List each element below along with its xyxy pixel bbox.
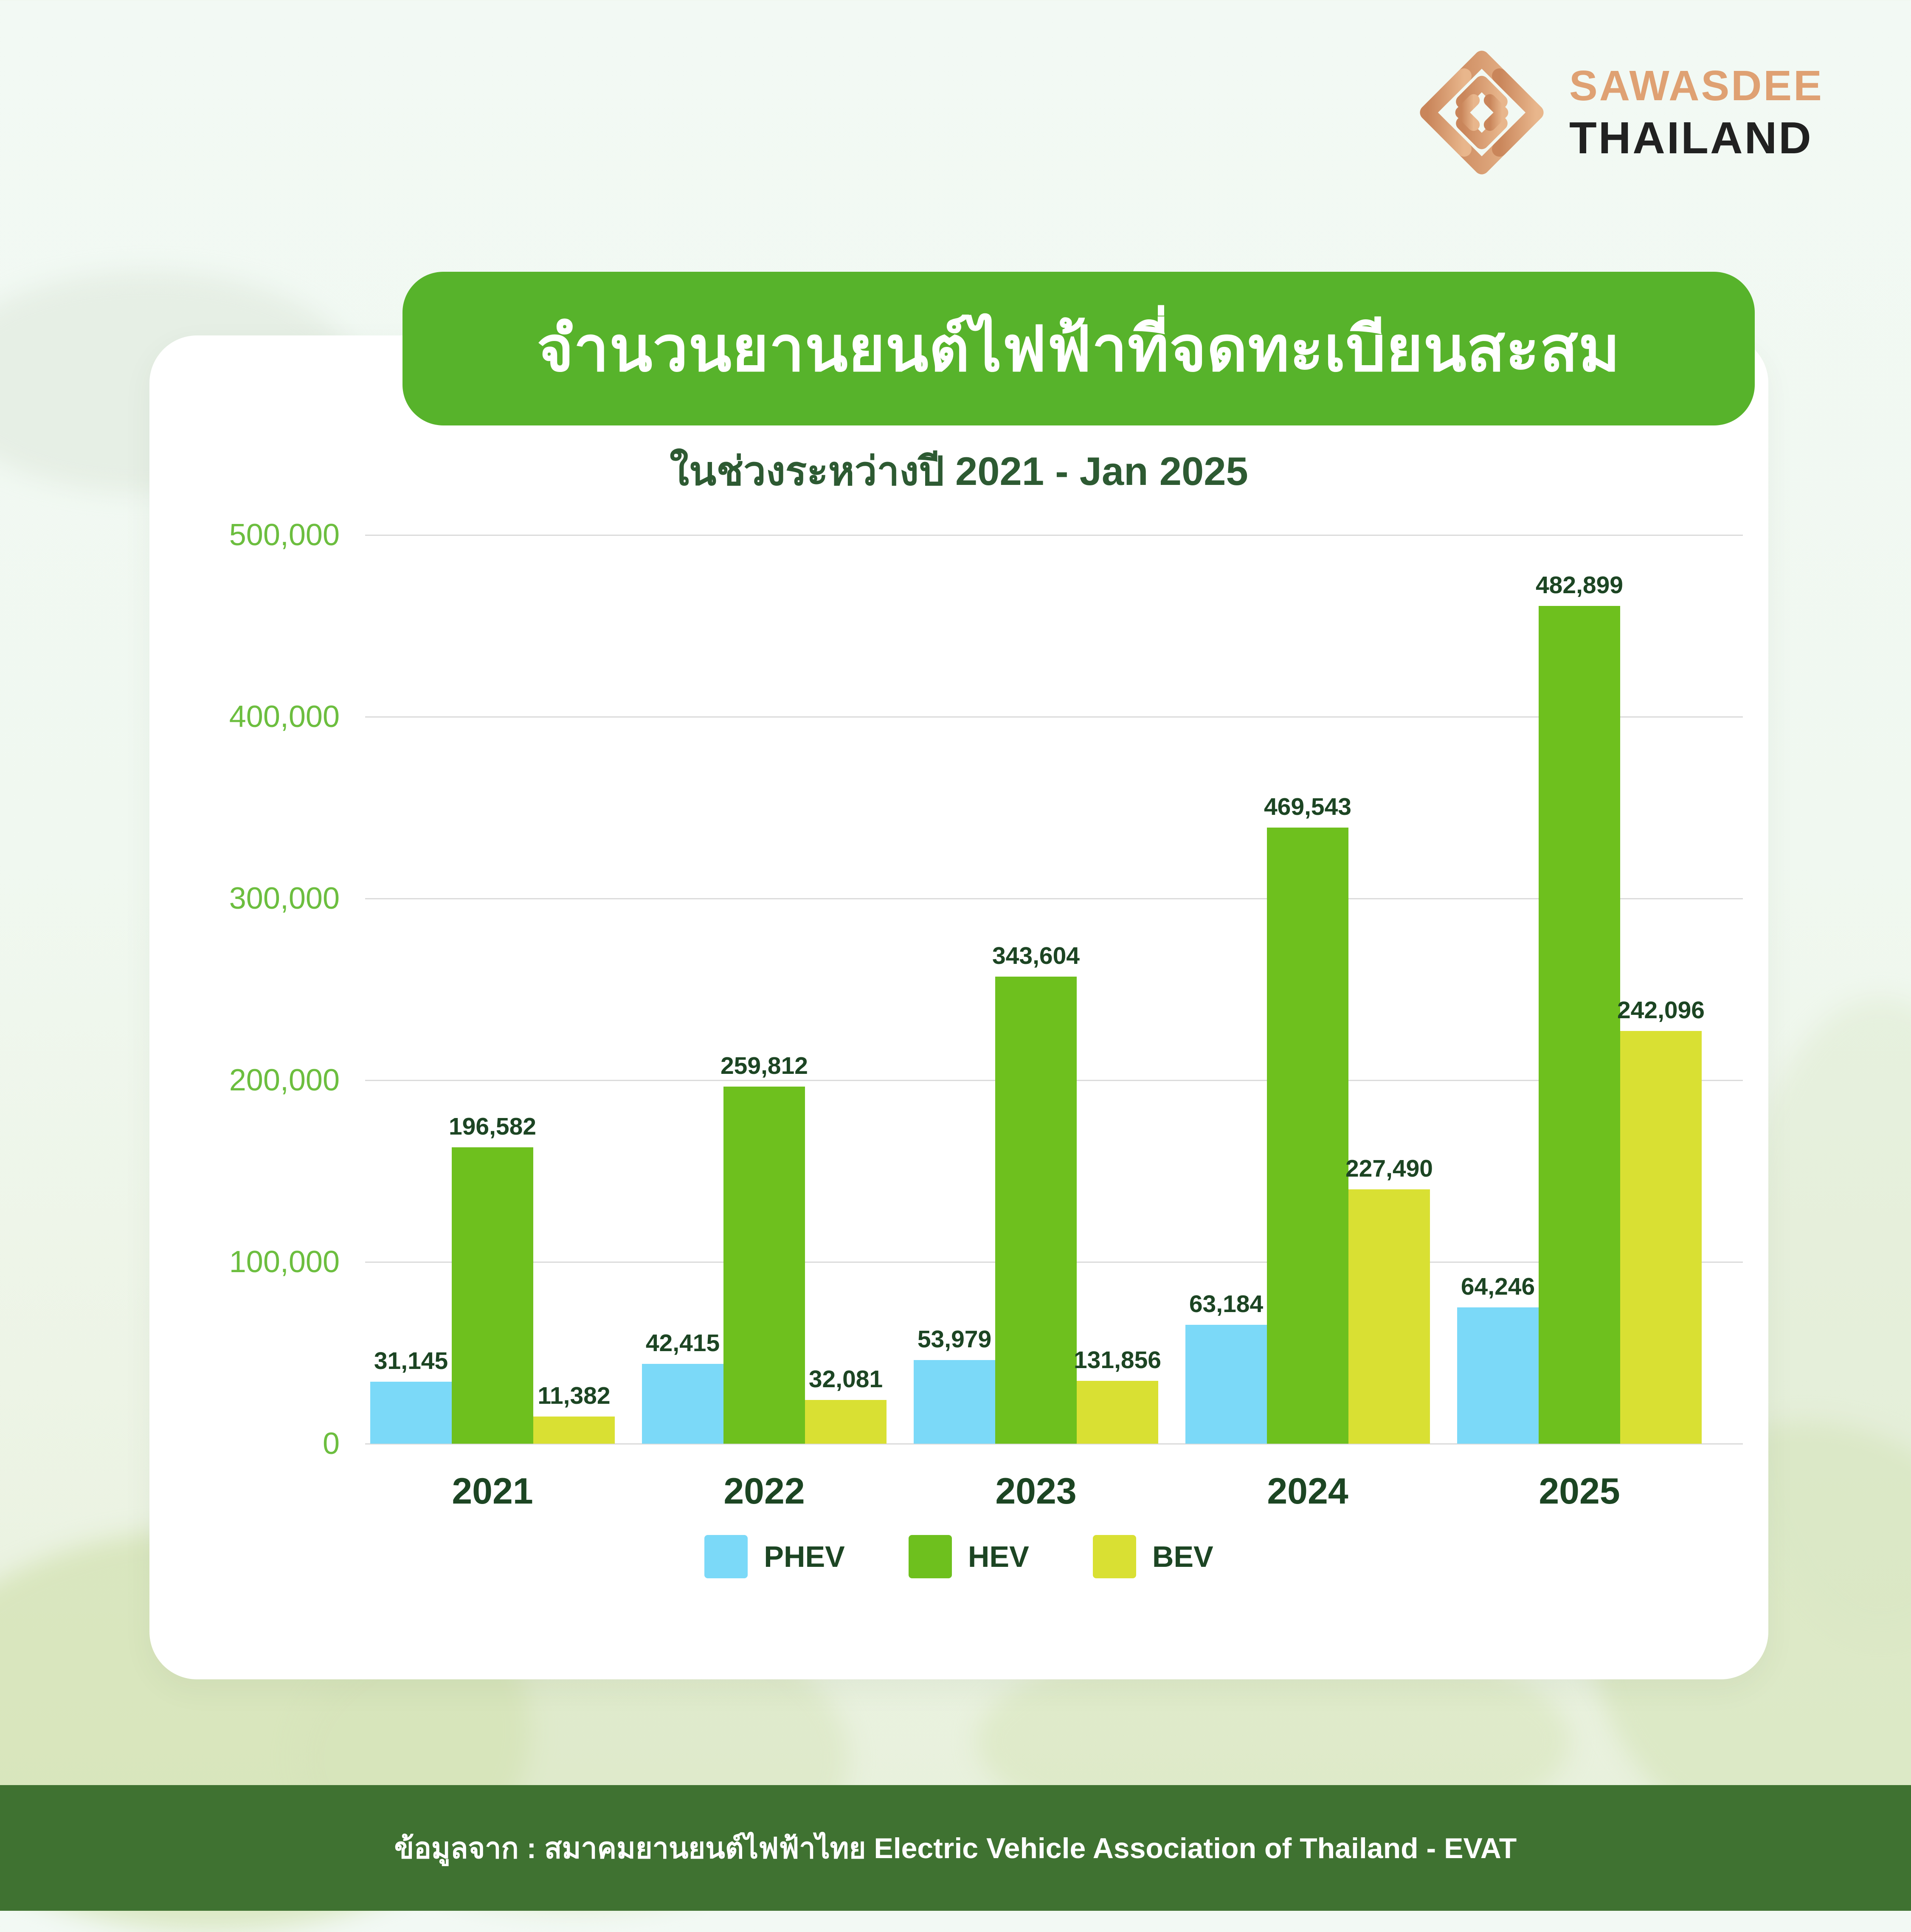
- bar-hev-2025: [1539, 606, 1620, 1444]
- bar-phev-2023: [914, 1360, 995, 1444]
- legend-label-bev: BEV: [1152, 1540, 1213, 1573]
- legend-swatch-hev: [908, 1535, 952, 1578]
- bar-hev-2023: [995, 977, 1077, 1444]
- y-axis-tick-200000: 200,000: [229, 1063, 340, 1097]
- value-label-phev-2023: 53,979: [917, 1326, 992, 1353]
- bar-phev-2022: [642, 1364, 723, 1444]
- bar-bev-2022: [805, 1400, 887, 1444]
- value-label-bev-2022: 32,081: [808, 1366, 883, 1393]
- x-axis-label-2021: 2021: [452, 1471, 533, 1512]
- bar-hev-2024: [1267, 828, 1348, 1444]
- value-label-hev-2021: 196,582: [448, 1113, 537, 1140]
- gridline-400000: [365, 716, 1743, 718]
- bar-bev-2023: [1077, 1381, 1158, 1444]
- value-label-hev-2022: 259,812: [720, 1052, 808, 1079]
- value-label-hev-2024: 469,543: [1264, 793, 1352, 820]
- bar-hev-2022: [723, 1087, 805, 1444]
- title-banner: จำนวนยานยนต์ไฟฟ้าที่จดทะเบียนสะสม: [402, 272, 1755, 425]
- y-axis-tick-400000: 400,000: [229, 700, 340, 734]
- legend-label-hev: HEV: [968, 1540, 1029, 1573]
- gridline-300000: [365, 898, 1743, 899]
- sawasdee-thailand-logo: SAWASDEE THAILAND: [1414, 42, 1872, 183]
- legend-swatch-bev: [1092, 1535, 1136, 1578]
- value-label-bev-2023: 131,856: [1073, 1346, 1162, 1374]
- chart-legend: PHEV HEV BEV: [149, 1535, 1768, 1578]
- chart-card: [149, 335, 1768, 1679]
- value-label-phev-2021: 31,145: [374, 1347, 448, 1374]
- value-label-hev-2023: 343,604: [992, 942, 1080, 969]
- x-axis-label-2022: 2022: [723, 1471, 805, 1512]
- value-label-bev-2021: 11,382: [538, 1382, 611, 1409]
- page-title: จำนวนยานยนต์ไฟฟ้าที่จดทะเบียนสะสม: [537, 314, 1621, 384]
- x-axis-label-2024: 2024: [1267, 1471, 1348, 1512]
- bar-bev-2025: [1620, 1031, 1702, 1444]
- bar-phev-2024: [1185, 1325, 1267, 1444]
- legend-item-phev: PHEV: [704, 1535, 845, 1578]
- source-attribution: ข้อมูลจาก : สมาคมยานยนต์ไฟฟ้าไทย Electri…: [394, 1832, 1517, 1864]
- footer-bar: ข้อมูลจาก : สมาคมยานยนต์ไฟฟ้าไทย Electri…: [0, 1785, 1911, 1911]
- gridline-0: [365, 1443, 1743, 1445]
- y-axis-tick-500000: 500,000: [229, 518, 340, 552]
- gridline-500000: [365, 535, 1743, 536]
- logo-brand-bottom: THAILAND: [1569, 113, 1813, 163]
- y-axis-tick-100000: 100,000: [229, 1245, 340, 1279]
- x-axis-label-2023: 2023: [995, 1471, 1077, 1512]
- x-axis-label-2025: 2025: [1539, 1471, 1620, 1512]
- legend-item-hev: HEV: [908, 1535, 1029, 1578]
- bar-phev-2025: [1457, 1307, 1539, 1444]
- value-label-phev-2022: 42,415: [645, 1329, 720, 1357]
- legend-swatch-phev: [704, 1535, 748, 1578]
- logo-brand-top: SAWASDEE: [1569, 62, 1824, 110]
- bar-bev-2021: [533, 1417, 615, 1444]
- value-label-hev-2025: 482,899: [1535, 572, 1624, 599]
- value-label-bev-2025: 242,096: [1617, 997, 1705, 1024]
- legend-label-phev: PHEV: [764, 1540, 845, 1573]
- sawasdee-logo-icon: [1420, 51, 1544, 175]
- y-axis-tick-300000: 300,000: [229, 882, 340, 915]
- value-label-bev-2024: 227,490: [1345, 1155, 1433, 1182]
- bar-hev-2021: [452, 1147, 533, 1444]
- value-label-phev-2024: 63,184: [1189, 1290, 1264, 1318]
- chart-subtitle: ในช่วงระหว่างปี 2021 - Jan 2025: [670, 449, 1248, 493]
- value-label-phev-2025: 64,246: [1461, 1273, 1535, 1300]
- y-axis-tick-0: 0: [322, 1427, 340, 1461]
- bar-phev-2021: [370, 1382, 452, 1444]
- logo-wordmark: SAWASDEE THAILAND: [1569, 60, 1824, 165]
- bar-bev-2024: [1348, 1189, 1430, 1444]
- legend-item-bev: BEV: [1092, 1535, 1213, 1578]
